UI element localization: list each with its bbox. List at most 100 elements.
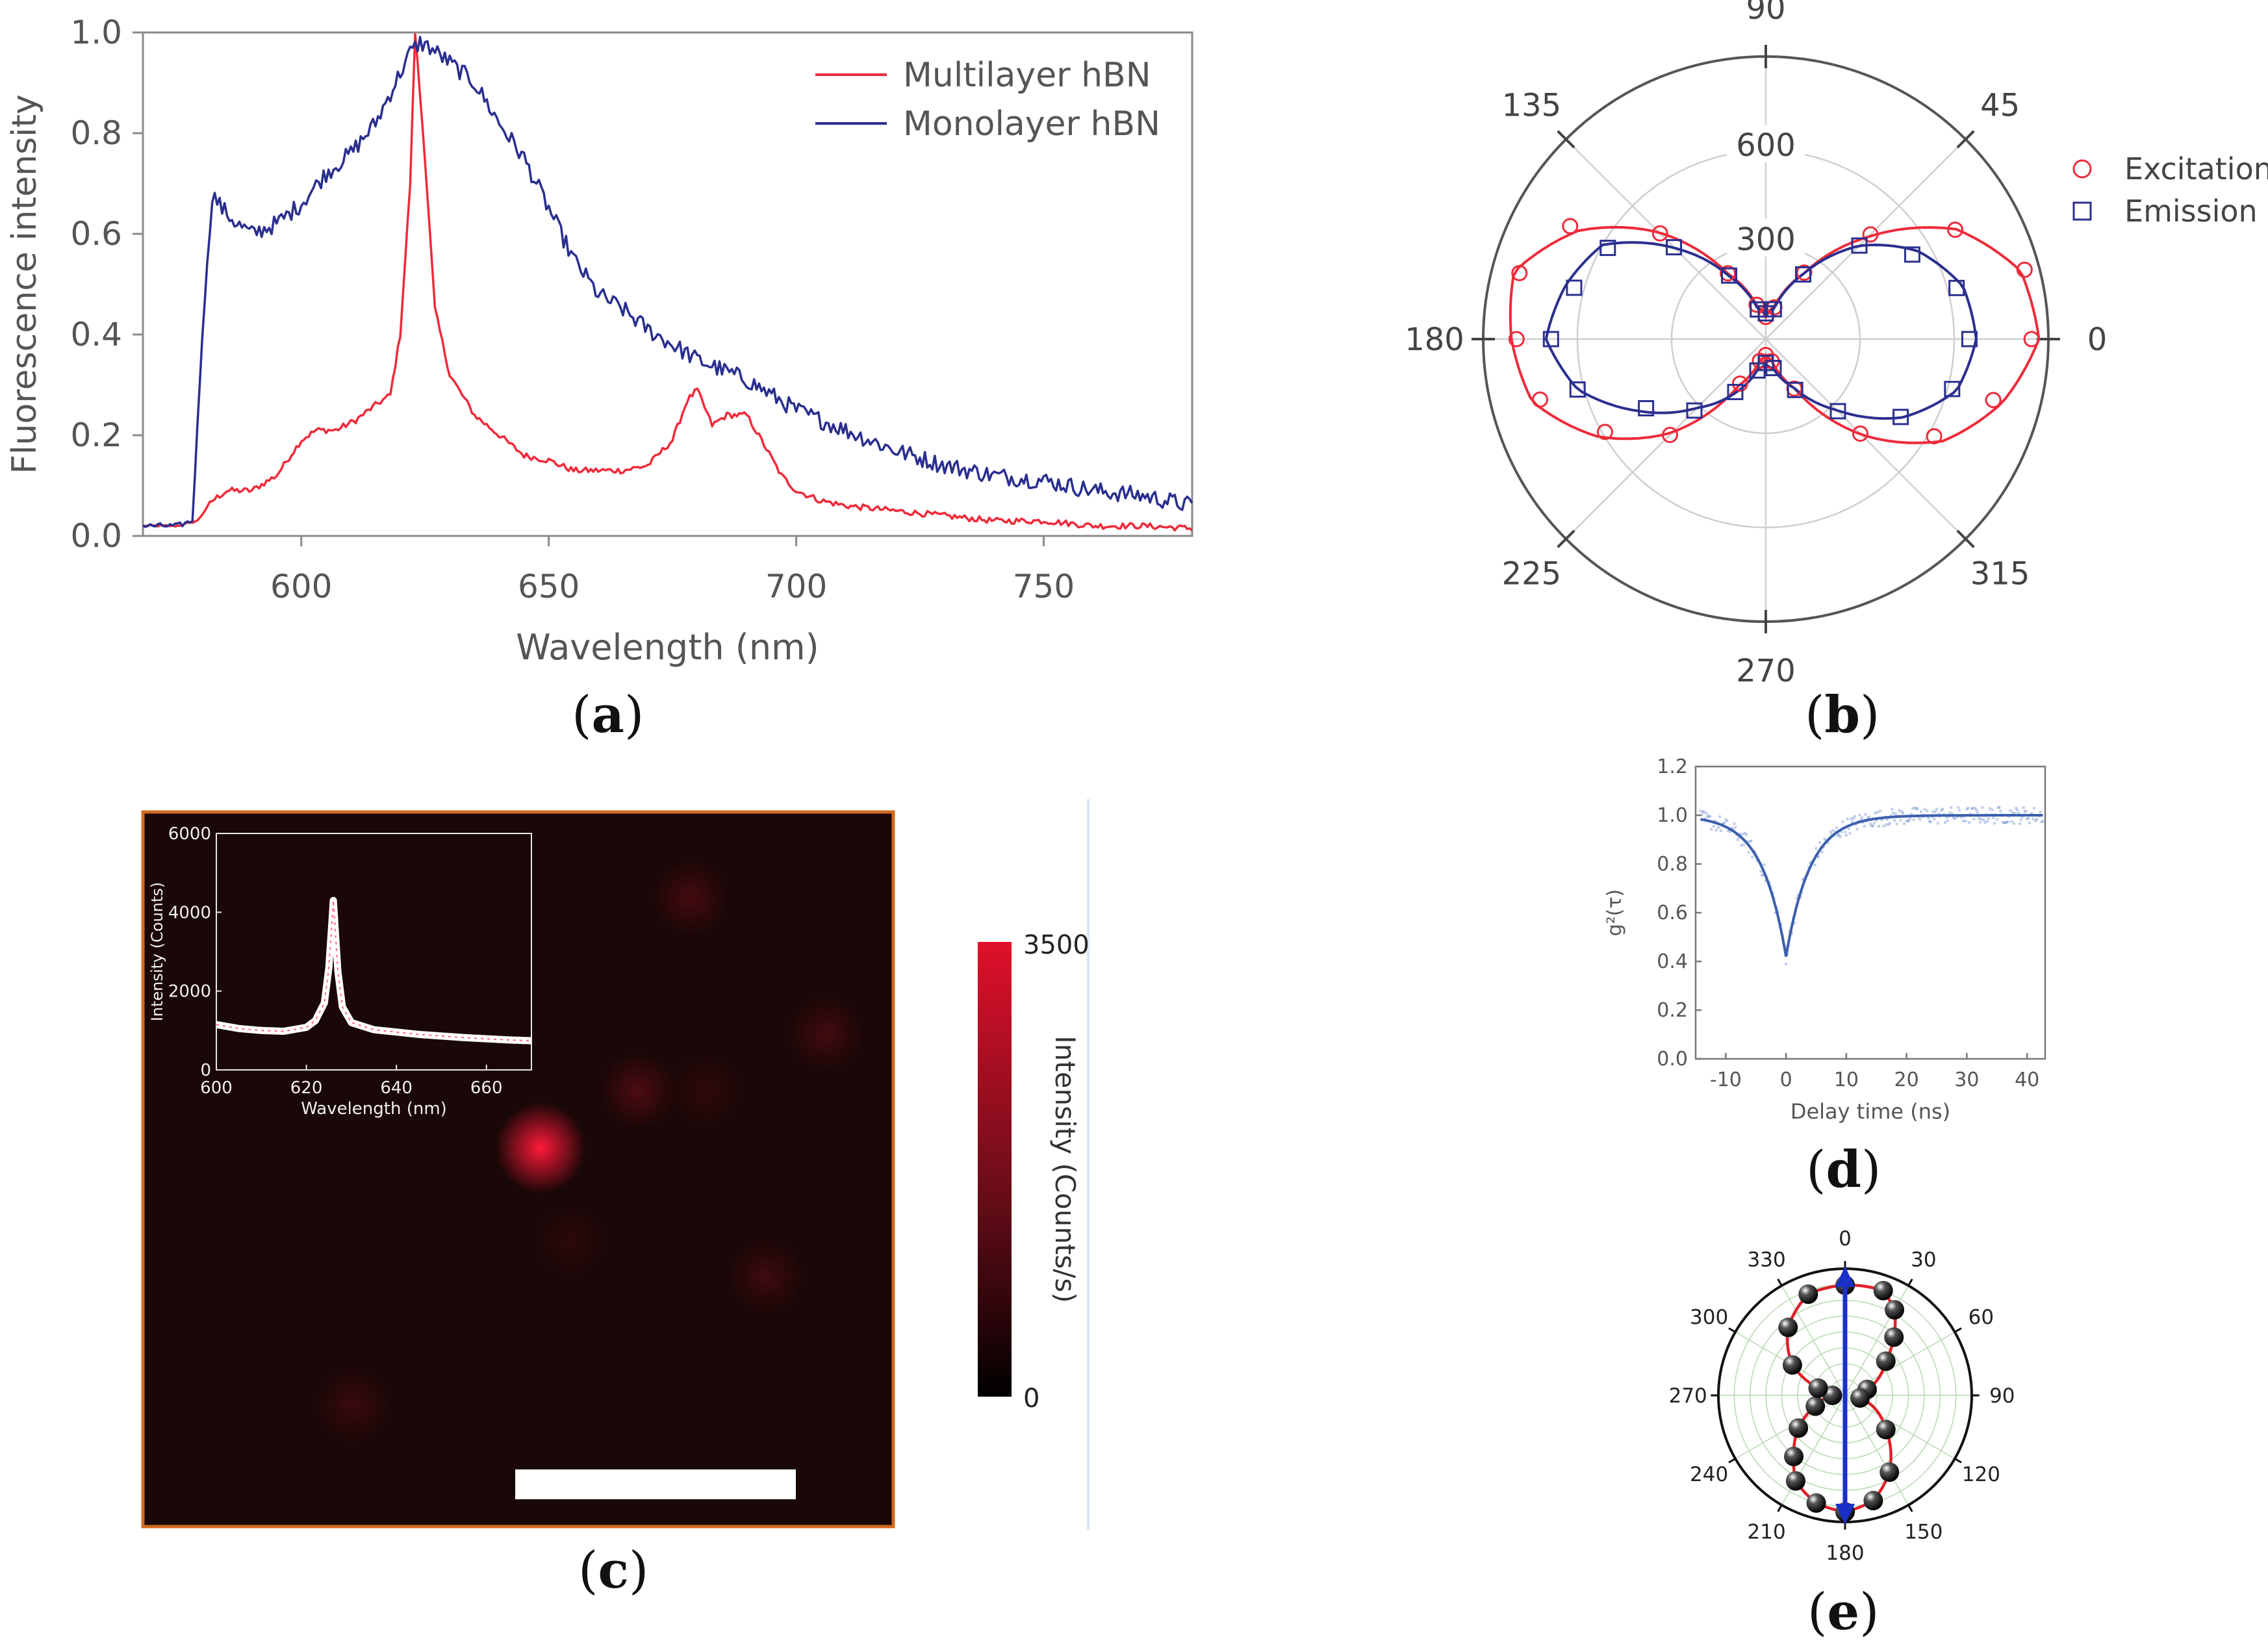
g2-data-point bbox=[1799, 896, 1802, 899]
heatmap-spot bbox=[314, 1366, 392, 1444]
g2-data-point bbox=[1859, 819, 1863, 822]
g2-data-point bbox=[1881, 818, 1884, 821]
g2-data-point bbox=[2032, 817, 2035, 820]
x-tick-label: -10 bbox=[1710, 1069, 1742, 1091]
g2-data-point bbox=[1867, 816, 1870, 819]
g2-data-point bbox=[2015, 807, 2018, 810]
legend-label: Multilayer hBN bbox=[903, 56, 1151, 95]
g2-data-point bbox=[1934, 810, 1937, 813]
g2-data-point bbox=[1727, 830, 1730, 833]
g2-data-point bbox=[1712, 824, 1715, 828]
legend-marker-emission bbox=[2072, 201, 2092, 221]
g2-data-point bbox=[2016, 809, 2019, 812]
g2-data-point bbox=[1850, 817, 1853, 820]
g2-data-point bbox=[1737, 835, 1740, 839]
g2-data-point bbox=[1912, 818, 1915, 821]
x-tick-label: 750 bbox=[1013, 568, 1075, 605]
legend-label: Emission bbox=[2124, 194, 2258, 229]
g2-data-point bbox=[1913, 806, 1917, 809]
data-point-emission bbox=[1961, 331, 1978, 348]
g2-data-point bbox=[1875, 819, 1878, 822]
polar-data-point bbox=[1798, 1284, 1818, 1304]
g2-data-point bbox=[1981, 806, 1984, 809]
y-tick-label: 0.2 bbox=[70, 416, 122, 454]
series-line-multilayer bbox=[142, 32, 1193, 532]
g2-data-point bbox=[1861, 816, 1864, 819]
g2-data-point bbox=[2017, 811, 2020, 815]
x-tick-label: 700 bbox=[765, 568, 827, 605]
g2-data-point bbox=[1929, 820, 1932, 824]
g2-data-point bbox=[1972, 817, 1976, 820]
inset-x-tick-label: 660 bbox=[470, 1078, 503, 1098]
g2-data-point bbox=[1820, 850, 1824, 854]
inset-y-axis-label: Intensity (Counts) bbox=[148, 882, 166, 1022]
inset-frame bbox=[216, 833, 532, 1071]
g2-data-point bbox=[1844, 833, 1848, 837]
caption-b: (b) bbox=[1805, 685, 1880, 744]
legend-label: Excitation bbox=[2124, 151, 2268, 186]
polar-angle-label: 120 bbox=[1962, 1463, 2000, 1486]
g2-data-point bbox=[2027, 817, 2030, 820]
data-point-emission bbox=[1686, 402, 1703, 419]
g2-data-point bbox=[1974, 807, 1977, 810]
g2-data-point bbox=[1982, 819, 1985, 822]
g2-data-point bbox=[1846, 817, 1849, 820]
g2-data-point bbox=[1722, 822, 1725, 825]
g2-data-point bbox=[1950, 806, 1953, 809]
g2-data-point bbox=[2024, 809, 2028, 813]
panel-e-polar-chart: 0 30 60 90 120 150 180 210 240 270 300 330 bbox=[1669, 1227, 2015, 1565]
colorbar-tick-label: 0 bbox=[1023, 1384, 1039, 1414]
x-tick-label: 0 bbox=[1780, 1069, 1792, 1091]
y-tick-label: 0.8 bbox=[1657, 853, 1688, 876]
polar-angle-label: 270 bbox=[1669, 1384, 1707, 1408]
g2-data-point bbox=[2013, 812, 2017, 815]
polar-data-point bbox=[1885, 1300, 1905, 1320]
g2-data-point bbox=[1953, 817, 1956, 820]
g2-data-point bbox=[1965, 807, 1969, 811]
g2-data-point bbox=[1719, 829, 1722, 832]
g2-data-point bbox=[1751, 856, 1754, 859]
g2-data-point bbox=[1840, 830, 1843, 833]
g2-data-point bbox=[1747, 851, 1750, 854]
g2-data-point bbox=[1961, 819, 1965, 822]
g2-data-point bbox=[1927, 817, 1930, 820]
polar-angle-label: 30 bbox=[1911, 1249, 1936, 1272]
polar-angle-tick bbox=[1956, 529, 1975, 548]
data-point-emission bbox=[1666, 239, 1683, 256]
data-point-emission bbox=[1721, 267, 1738, 284]
fit-curve-emission bbox=[1544, 241, 1978, 420]
polar-data-point bbox=[1789, 1418, 1809, 1438]
y-tick-label: 1.0 bbox=[1657, 804, 1688, 827]
inset-x-axis-label: Wavelength (nm) bbox=[301, 1099, 447, 1119]
g2-data-point bbox=[1944, 815, 1948, 819]
caption-d: (d) bbox=[1806, 1140, 1881, 1199]
g2-data-point bbox=[2007, 815, 2011, 819]
polar-data-point bbox=[1863, 1490, 1883, 1510]
g2-data-point bbox=[1958, 809, 1961, 812]
g2-data-point bbox=[1827, 841, 1830, 844]
polar-data-point bbox=[1778, 1317, 1798, 1338]
inset-x-tick-label: 640 bbox=[380, 1078, 413, 1098]
polar-angle-tick bbox=[1777, 1504, 1783, 1512]
g2-data-point bbox=[1941, 807, 1944, 811]
data-point-emission bbox=[1904, 246, 1920, 263]
g2-data-point bbox=[1905, 819, 1908, 822]
polar-angle-tick bbox=[1954, 1458, 1962, 1464]
g2-data-point bbox=[1702, 811, 1705, 814]
polar-angle-tick bbox=[1557, 529, 1575, 548]
g2-data-point bbox=[1802, 878, 1805, 881]
g2-data-point bbox=[1956, 815, 1959, 819]
g2-data-point bbox=[1951, 813, 1954, 816]
g2-data-point bbox=[1861, 821, 1865, 824]
g2-data-point bbox=[2033, 806, 2036, 809]
data-point-excitation bbox=[1748, 296, 1765, 313]
polar-angle-tick bbox=[1907, 1504, 1913, 1512]
g2-data-point bbox=[1937, 812, 1941, 815]
g2-data-point bbox=[1710, 828, 1713, 831]
plot-frame bbox=[142, 31, 1193, 537]
polar-data-point bbox=[1884, 1327, 1904, 1347]
g2-data-point bbox=[1706, 815, 1709, 819]
polar-spoke bbox=[1844, 1395, 1909, 1506]
g2-data-point bbox=[1700, 813, 1703, 817]
heatmap-spot bbox=[599, 1052, 678, 1130]
